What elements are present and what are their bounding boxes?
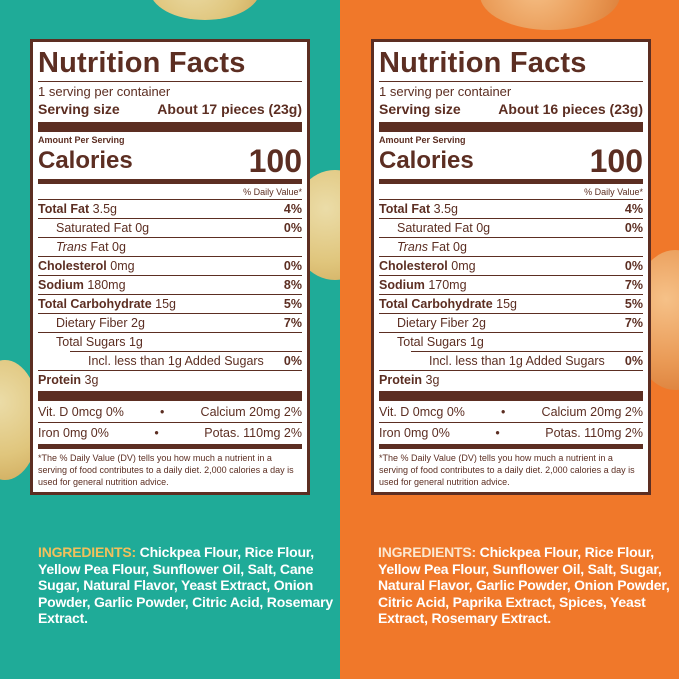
added-sugars-row: Incl. less than 1g Added Sugars 0% [429, 354, 643, 368]
right-product-section: Nutrition Facts 1 serving per container … [340, 0, 679, 679]
chip-image-top [480, 0, 620, 30]
carbohydrate-row: Total Carbohydrate 15g 5% [38, 297, 302, 311]
nutrition-facts-panel: Nutrition Facts 1 serving per container … [371, 39, 651, 495]
serving-size: Serving size About 16 pieces (23g) [379, 101, 643, 117]
amount-per-serving: Amount Per Serving [38, 135, 125, 145]
protein-row: Protein 3g [38, 373, 99, 387]
servings-per-container: 1 serving per container [38, 84, 171, 99]
servings-per-container: 1 serving per container [379, 84, 512, 99]
serving-size: Serving size About 17 pieces (23g) [38, 101, 302, 117]
carbohydrate-row: Total Carbohydrate 15g 5% [379, 297, 643, 311]
added-sugars-row: Incl. less than 1g Added Sugars 0% [88, 354, 302, 368]
saturated-fat-row: Saturated Fat 0g 0% [56, 221, 302, 235]
trans-fat-row: Trans Fat 0g [56, 240, 126, 254]
vitamins-row-1: Vit. D 0mcg 0% • Calcium 20mg 2% [379, 405, 643, 419]
nutrition-facts-panel: Nutrition Facts 1 serving per container … [30, 39, 310, 495]
daily-value-header: % Daily Value* [243, 187, 302, 197]
trans-fat-row: Trans Fat 0g [397, 240, 467, 254]
daily-value-footnote: *The % Daily Value (DV) tells you how mu… [379, 453, 635, 487]
left-product-section: Nutrition Facts 1 serving per container … [0, 0, 340, 679]
ingredients-label: INGREDIENTS: [38, 544, 136, 560]
ingredients-list: INGREDIENTS: Chickpea Flour, Rice Flour,… [38, 544, 334, 627]
vitamins-row-2: Iron 0mg 0% • Potas. 110mg 2% [379, 426, 643, 440]
daily-value-header: % Daily Value* [584, 187, 643, 197]
ingredients-label: INGREDIENTS: [378, 544, 476, 560]
amount-per-serving: Amount Per Serving [379, 135, 466, 145]
dietary-fiber-row: Dietary Fiber 2g 7% [56, 316, 302, 330]
protein-row: Protein 3g [379, 373, 440, 387]
sodium-row: Sodium 180mg 8% [38, 278, 302, 292]
vitamins-row-2: Iron 0mg 0% • Potas. 110mg 2% [38, 426, 302, 440]
ingredients-list: INGREDIENTS: Chickpea Flour, Rice Flour,… [378, 544, 670, 627]
nutrition-facts-title: Nutrition Facts [38, 47, 246, 79]
total-sugars-row: Total Sugars 1g [397, 335, 484, 349]
total-fat-row: Total Fat 3.5g 4% [379, 202, 643, 216]
calories-row: Calories 100 [379, 143, 643, 179]
ingredients-text: Chickpea Flour, Rice Flour, Yellow Pea F… [378, 544, 670, 626]
dietary-fiber-row: Dietary Fiber 2g 7% [397, 316, 643, 330]
total-fat-row: Total Fat 3.5g 4% [38, 202, 302, 216]
total-sugars-row: Total Sugars 1g [56, 335, 143, 349]
sodium-row: Sodium 170mg 7% [379, 278, 643, 292]
cholesterol-row: Cholesterol 0mg 0% [379, 259, 643, 273]
cholesterol-row: Cholesterol 0mg 0% [38, 259, 302, 273]
saturated-fat-row: Saturated Fat 0g 0% [397, 221, 643, 235]
ingredients-text: Chickpea Flour, Rice Flour, Yellow Pea F… [38, 544, 333, 626]
calories-row: Calories 100 [38, 143, 302, 179]
vitamins-row-1: Vit. D 0mcg 0% • Calcium 20mg 2% [38, 405, 302, 419]
nutrition-facts-title: Nutrition Facts [379, 47, 587, 79]
chip-image-top [150, 0, 260, 20]
daily-value-footnote: *The % Daily Value (DV) tells you how mu… [38, 453, 294, 487]
